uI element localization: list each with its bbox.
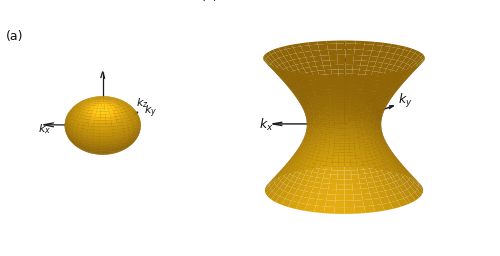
Text: (a): (a): [6, 30, 24, 43]
Text: (b): (b): [200, 0, 218, 3]
